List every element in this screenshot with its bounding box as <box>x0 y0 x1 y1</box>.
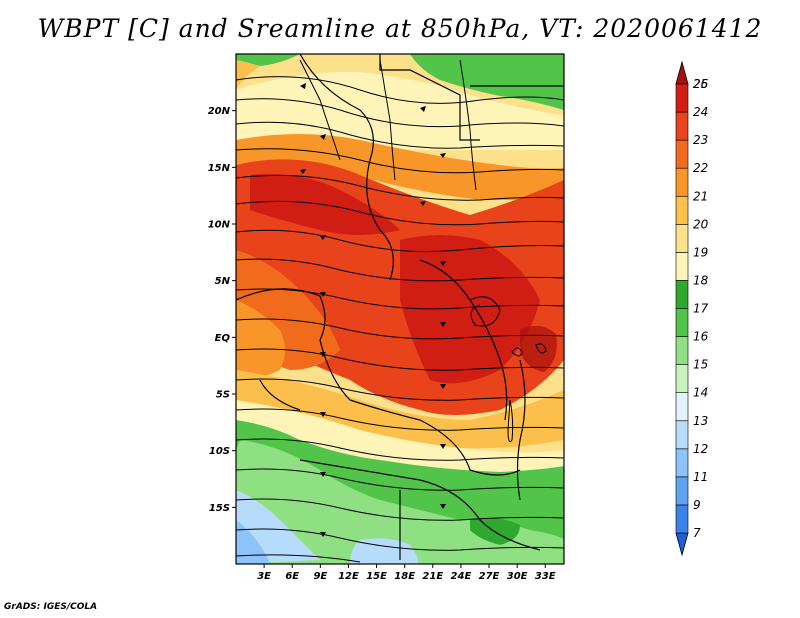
colorbar-swatch <box>675 504 689 534</box>
lon-label: 6E <box>285 571 299 582</box>
lon-label: 12E <box>338 571 359 582</box>
colorbar-swatch <box>675 195 689 225</box>
country-borders <box>236 54 564 560</box>
streamline-arrows <box>300 83 446 537</box>
colorbar-label: 16 <box>693 330 709 344</box>
colorbar-label: 23 <box>693 133 708 147</box>
colorbar-swatch <box>675 111 689 141</box>
colorbar-swatch <box>675 83 689 113</box>
longitude-axis: 3E 6E 9E 12E 15E 18E 21E 24E 27E 30E 33E <box>257 564 556 582</box>
colorbar-swatch <box>675 476 689 506</box>
lat-label: 5S <box>216 390 230 401</box>
map-title: WBPT [C] and Sreamline at 850hPa, VT: 20… <box>37 14 763 43</box>
lon-label: 24E <box>451 571 472 582</box>
colorbar-swatch <box>675 308 689 337</box>
wbpt-field <box>236 54 564 564</box>
lat-label: 5N <box>215 276 231 287</box>
grads-credit: GrADS: IGES/COLA <box>4 602 98 612</box>
colorbar-label: 20 <box>693 217 709 231</box>
colorbar-label: 15 <box>693 358 708 372</box>
colorbar-upper-triangle <box>675 60 689 85</box>
lon-label: 33E <box>535 571 556 582</box>
lat-label: 10S <box>209 446 230 457</box>
colorbar-label: 17 <box>693 302 709 316</box>
lat-label: 20N <box>208 106 231 117</box>
colorbar-swatch <box>675 252 689 281</box>
colorbar-label: 19 <box>693 245 708 259</box>
colorbar-label: 14 <box>693 386 708 400</box>
lon-label: 18E <box>394 571 415 582</box>
colorbar-label: 7 <box>693 526 701 540</box>
colorbar-swatch <box>675 448 689 478</box>
colorbar-swatch <box>675 364 689 393</box>
lat-label: 15S <box>209 503 230 514</box>
lat-label: 10N <box>208 220 231 231</box>
latitude-axis: 20N 15N 10N 5N EQ 5S 10S 15S <box>208 106 236 514</box>
lat-label: EQ <box>215 333 231 344</box>
colorbar-label: 26 <box>693 77 709 91</box>
colorbar-label: 13 <box>693 414 708 428</box>
colorbar-swatch <box>675 336 689 365</box>
lon-label: 21E <box>422 571 443 582</box>
colorbar-label: 18 <box>693 273 709 287</box>
colorbar-swatch <box>675 167 689 197</box>
lon-label: 27E <box>479 571 500 582</box>
colorbar-lower-triangle <box>675 532 689 557</box>
lon-label: 3E <box>257 571 271 582</box>
colorbar-label: 12 <box>693 442 708 456</box>
colorbar-swatch <box>675 392 689 422</box>
lon-label: 30E <box>507 571 528 582</box>
colorbar-swatch <box>675 420 689 450</box>
lakes <box>507 343 547 443</box>
colorbar-swatch <box>675 139 689 169</box>
lon-label: 15E <box>366 571 387 582</box>
colorbar-swatch <box>675 224 689 253</box>
map-frame <box>235 53 565 565</box>
colorbar-label: 9 <box>693 498 701 512</box>
colorbar-label: 21 <box>693 189 708 203</box>
colorbar-label: 24 <box>693 105 708 119</box>
colorbar-label: 11 <box>693 470 708 484</box>
lat-label: 15N <box>208 163 231 174</box>
lon-label: 9E <box>313 571 327 582</box>
colorbar-label: 25 <box>693 77 708 91</box>
colorbar-label: 22 <box>693 161 708 175</box>
colorbar-swatch <box>675 280 689 309</box>
streamlines <box>236 59 564 563</box>
